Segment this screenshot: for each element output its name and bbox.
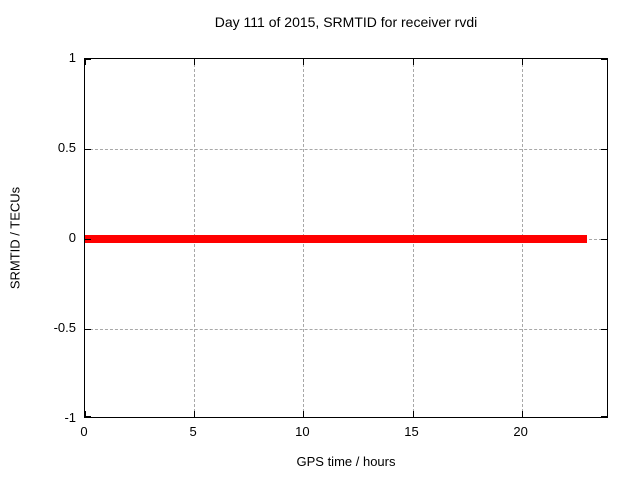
x-tick-label: 15 [404, 424, 419, 439]
x-tick-bottom [303, 411, 305, 417]
x-tick-top [85, 59, 86, 65]
x-tick-bottom [521, 411, 523, 417]
x-tick-top [521, 59, 523, 65]
x-tick-label: 5 [189, 424, 197, 439]
y-tick-right [601, 59, 607, 60]
y-tick-left [85, 239, 91, 240]
y-tick-label: 0 [68, 230, 76, 245]
y-tick-label: 1 [68, 50, 76, 65]
x-tick-top [194, 59, 196, 65]
y-tick-right [601, 329, 607, 330]
chart-title: Day 111 of 2015, SRMTID for receiver rvd… [214, 14, 478, 30]
x-tick-label: 20 [513, 424, 528, 439]
x-tick-bottom [412, 411, 414, 417]
plot-area [84, 58, 608, 418]
x-tick-label: 0 [80, 424, 88, 439]
y-tick-left [85, 416, 91, 417]
y-tick-right [601, 416, 607, 417]
x-axis-label: GPS time / hours [296, 454, 396, 469]
y-tick-left [85, 329, 91, 330]
x-tick-top [412, 59, 414, 65]
y-tick-left [85, 59, 91, 60]
y-tick-label: -0.5 [53, 320, 76, 335]
x-tick-top [303, 59, 305, 65]
y-tick-right [601, 149, 607, 150]
y-tick-right [601, 239, 607, 240]
y-tick-left [85, 149, 91, 150]
data-series-line [85, 235, 588, 243]
y-tick-label: -1 [64, 410, 76, 425]
y-gridline [85, 149, 607, 150]
x-tick-bottom [85, 411, 86, 417]
x-tick-bottom [194, 411, 196, 417]
y-gridline [85, 329, 607, 330]
y-tick-label: 0.5 [57, 140, 76, 155]
x-tick-label: 10 [295, 424, 310, 439]
